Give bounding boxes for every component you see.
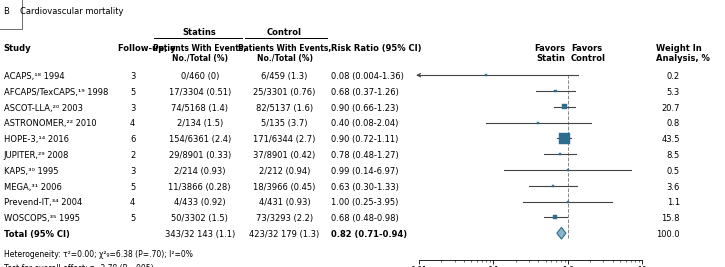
- Text: 423/32 179 (1.3): 423/32 179 (1.3): [249, 230, 320, 239]
- Text: Statins: Statins: [183, 28, 217, 37]
- Bar: [555, 90, 557, 92]
- Text: 74/5168 (1.4): 74/5168 (1.4): [171, 104, 228, 113]
- Text: Favors
Statin: Favors Statin: [534, 44, 565, 63]
- Text: 8.5: 8.5: [667, 151, 680, 160]
- Text: Prevend-IT,³⁴ 2004: Prevend-IT,³⁴ 2004: [4, 198, 82, 207]
- Text: 0.78 (0.48-1.27): 0.78 (0.48-1.27): [331, 151, 399, 160]
- Bar: [552, 185, 554, 187]
- Text: 18/3966 (0.45): 18/3966 (0.45): [253, 183, 316, 192]
- Text: 1.00 (0.25-3.95): 1.00 (0.25-3.95): [331, 198, 399, 207]
- Text: 0.82 (0.71-0.94): 0.82 (0.71-0.94): [331, 230, 407, 239]
- Text: 3: 3: [130, 104, 136, 113]
- Text: 15.8: 15.8: [661, 214, 680, 223]
- Text: 0.40 (0.08-2.04): 0.40 (0.08-2.04): [331, 119, 399, 128]
- Text: B: B: [4, 7, 9, 16]
- Text: 5: 5: [130, 183, 136, 192]
- Text: 4: 4: [130, 198, 136, 207]
- Text: AFCAPS/TexCAPS,¹⁹ 1998: AFCAPS/TexCAPS,¹⁹ 1998: [4, 88, 108, 97]
- Text: Control: Control: [267, 28, 302, 37]
- Text: 0.63 (0.30-1.33): 0.63 (0.30-1.33): [331, 183, 399, 192]
- Text: 0/460 (0): 0/460 (0): [181, 72, 219, 81]
- Text: 2: 2: [130, 151, 136, 160]
- Bar: [485, 74, 487, 76]
- Bar: [559, 153, 561, 155]
- Text: WOSCOPS,³⁵ 1995: WOSCOPS,³⁵ 1995: [4, 214, 80, 223]
- Text: 11/3866 (0.28): 11/3866 (0.28): [168, 183, 231, 192]
- Text: 171/6344 (2.7): 171/6344 (2.7): [253, 135, 316, 144]
- Text: 6: 6: [130, 135, 136, 144]
- Text: 0.08 (0.004-1.36): 0.08 (0.004-1.36): [331, 72, 405, 81]
- Text: Weight In
Analysis, %: Weight In Analysis, %: [656, 44, 710, 63]
- Text: 6/459 (1.3): 6/459 (1.3): [262, 72, 307, 81]
- Text: 5/135 (3.7): 5/135 (3.7): [261, 119, 308, 128]
- Text: 4: 4: [130, 119, 136, 128]
- Text: KAPS,³⁰ 1995: KAPS,³⁰ 1995: [4, 167, 58, 176]
- Text: 154/6361 (2.4): 154/6361 (2.4): [169, 135, 231, 144]
- Text: Patients With Events,
No./Total (%): Patients With Events, No./Total (%): [153, 44, 246, 63]
- Text: Patients With Events,
No./Total (%): Patients With Events, No./Total (%): [238, 44, 331, 63]
- Text: 2/214 (0.93): 2/214 (0.93): [174, 167, 225, 176]
- Text: 0.68 (0.37-1.26): 0.68 (0.37-1.26): [331, 88, 399, 97]
- Text: 73/3293 (2.2): 73/3293 (2.2): [256, 214, 313, 223]
- Text: 5.3: 5.3: [667, 88, 680, 97]
- Text: 50/3302 (1.5): 50/3302 (1.5): [171, 214, 228, 223]
- Text: 100.0: 100.0: [656, 230, 680, 239]
- Text: ACAPS,¹⁸ 1994: ACAPS,¹⁸ 1994: [4, 72, 65, 81]
- Text: Follow-up, y: Follow-up, y: [118, 44, 176, 53]
- Text: 2/212 (0.94): 2/212 (0.94): [259, 167, 310, 176]
- Bar: [567, 201, 569, 203]
- Text: Study: Study: [4, 44, 31, 53]
- Text: 343/32 143 (1.1): 343/32 143 (1.1): [165, 230, 235, 239]
- Text: ASTRONOMER,²² 2010: ASTRONOMER,²² 2010: [4, 119, 96, 128]
- Text: 0.68 (0.48-0.98): 0.68 (0.48-0.98): [331, 214, 399, 223]
- Text: 4/431 (0.93): 4/431 (0.93): [259, 198, 310, 207]
- Bar: [562, 104, 567, 109]
- Bar: [566, 169, 568, 171]
- Text: 3: 3: [130, 72, 136, 81]
- Text: 37/8901 (0.42): 37/8901 (0.42): [254, 151, 315, 160]
- Text: Risk Ratio (95% CI): Risk Ratio (95% CI): [331, 44, 422, 53]
- Text: 0.90 (0.72-1.11): 0.90 (0.72-1.11): [331, 135, 399, 144]
- Text: 5: 5: [130, 88, 136, 97]
- Text: 0.8: 0.8: [667, 119, 680, 128]
- Bar: [553, 215, 558, 219]
- Text: 3: 3: [130, 167, 136, 176]
- Text: 25/3301 (0.76): 25/3301 (0.76): [253, 88, 316, 97]
- Text: 3.6: 3.6: [667, 183, 680, 192]
- Text: Cardiovascular mortality: Cardiovascular mortality: [20, 7, 123, 16]
- Text: 5: 5: [130, 214, 136, 223]
- Text: 17/3304 (0.51): 17/3304 (0.51): [169, 88, 231, 97]
- Text: 82/5137 (1.6): 82/5137 (1.6): [256, 104, 313, 113]
- Polygon shape: [557, 227, 566, 239]
- Text: 0.90 (0.66-1.23): 0.90 (0.66-1.23): [331, 104, 399, 113]
- Text: 20.7: 20.7: [661, 104, 680, 113]
- Text: JUPITER,²⁹ 2008: JUPITER,²⁹ 2008: [4, 151, 69, 160]
- Text: 2/134 (1.5): 2/134 (1.5): [177, 119, 223, 128]
- Text: 0.2: 0.2: [667, 72, 680, 81]
- Text: 0.5: 0.5: [667, 167, 680, 176]
- Text: Heterogeneity: τ²=0.00; χ²₉=6.38 (P=.70); I²=0%: Heterogeneity: τ²=0.00; χ²₉=6.38 (P=.70)…: [4, 250, 193, 259]
- Bar: [537, 121, 539, 124]
- Text: 1.1: 1.1: [667, 198, 680, 207]
- Text: MEGA,³¹ 2006: MEGA,³¹ 2006: [4, 183, 62, 192]
- Text: Test for overall effect: z=2.78 (P=.005): Test for overall effect: z=2.78 (P=.005): [4, 264, 153, 267]
- Text: 0.99 (0.14-6.97): 0.99 (0.14-6.97): [331, 167, 399, 176]
- Text: 43.5: 43.5: [661, 135, 680, 144]
- Text: Favors
Control: Favors Control: [571, 44, 606, 63]
- Text: HOPE-3,¹⁴ 2016: HOPE-3,¹⁴ 2016: [4, 135, 69, 144]
- Text: 29/8901 (0.33): 29/8901 (0.33): [169, 151, 231, 160]
- Text: ASCOT-LLA,²⁰ 2003: ASCOT-LLA,²⁰ 2003: [4, 104, 83, 113]
- Text: 4/433 (0.92): 4/433 (0.92): [174, 198, 225, 207]
- Text: Total (95% CI): Total (95% CI): [4, 230, 70, 239]
- Bar: [559, 133, 570, 144]
